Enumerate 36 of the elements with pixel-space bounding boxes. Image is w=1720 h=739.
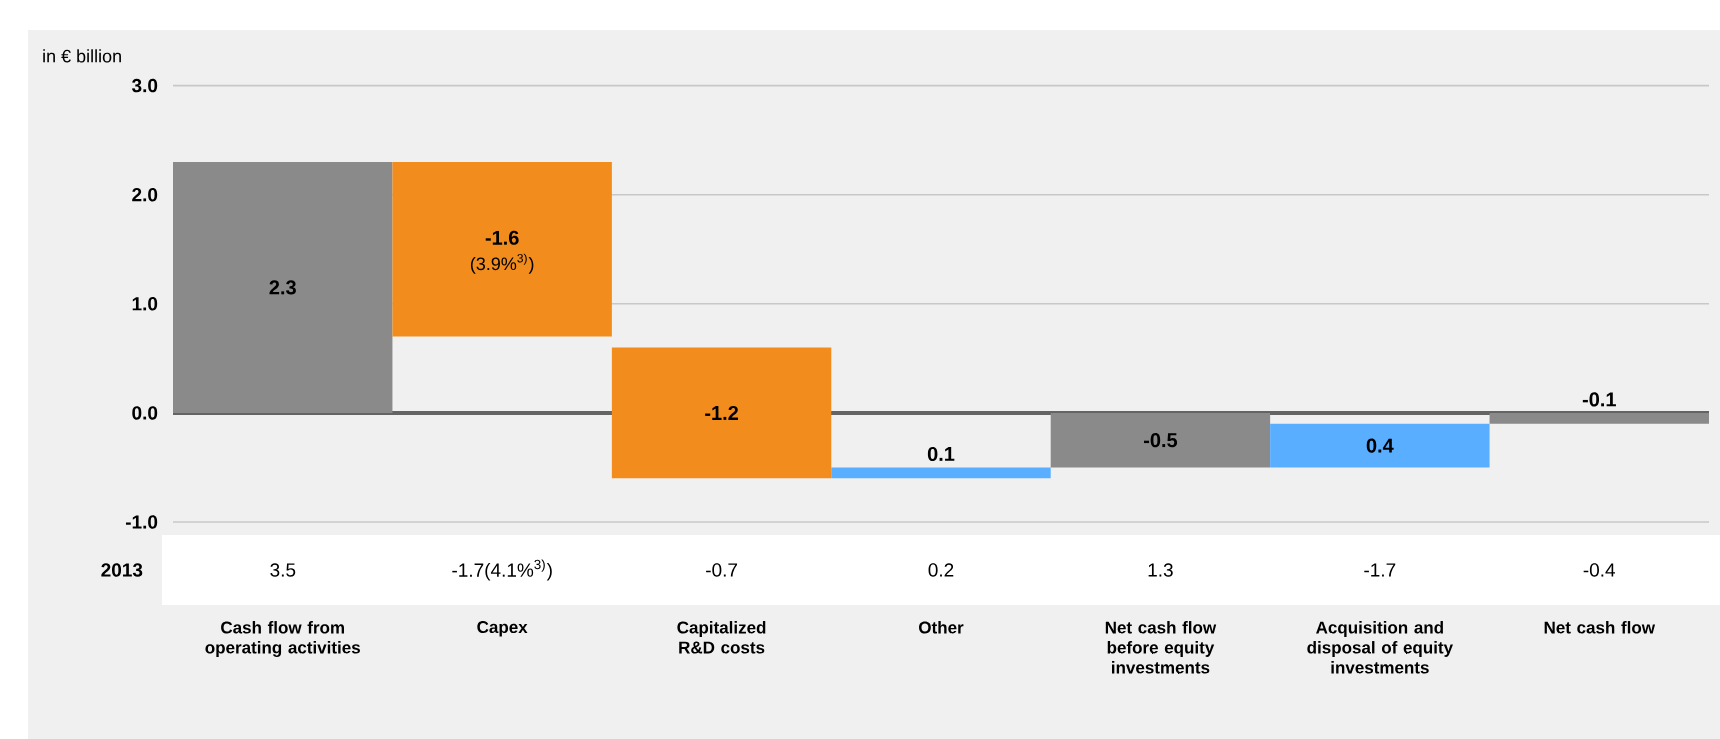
y-tick-label: 2.0 — [132, 187, 158, 202]
data-label: 2.3 — [269, 280, 296, 295]
data-label: -0.1 — [1582, 392, 1616, 407]
bar — [1489, 412, 1709, 424]
x-tick-label: Acquisition and disposal of equity investments — [1307, 621, 1453, 674]
bar — [392, 161, 612, 337]
y-tick-label: 1.0 — [132, 297, 158, 311]
text: -1.7(4.1%$^{3)}$) — [452, 559, 552, 581]
bar — [611, 347, 832, 479]
y-tick-label: -1.0 — [125, 515, 158, 529]
x-tick-label: Cash flow from operating activities — [205, 621, 360, 657]
data-label: -0.5 — [1143, 433, 1178, 448]
x-tick-label: Net cash flow before equity investments — [1105, 621, 1217, 674]
bar — [173, 161, 393, 413]
y-tick-label: 3.0 — [131, 78, 158, 93]
text: -1.7 — [1364, 563, 1396, 577]
data-label: 0.1 — [927, 446, 955, 462]
y-tick-label: 0.0 — [132, 406, 158, 420]
text: -0.7 — [706, 563, 738, 577]
data-label: -1.6 — [485, 230, 519, 245]
text: 2013 — [101, 563, 143, 577]
bar — [1270, 423, 1490, 468]
text: 3.5 — [270, 563, 296, 577]
x-tick-label: Net cash flow — [1544, 621, 1656, 634]
text: 0.2 — [928, 563, 954, 577]
data-label: 0.4 — [1366, 438, 1394, 453]
x-tick-label: Capex — [477, 621, 528, 637]
text: 1.3 — [1148, 563, 1173, 577]
data-label: -1.2 — [705, 405, 738, 420]
bar — [1050, 412, 1271, 468]
x-tick-label: Capitalized R&D costs — [677, 621, 766, 654]
bar — [831, 467, 1051, 479]
annotation: (3.9%$^{3)}$) — [470, 253, 534, 274]
text: -0.4 — [1583, 563, 1616, 577]
x-tick-label: Other — [919, 621, 964, 634]
y-axis-title: in € billion — [43, 49, 121, 63]
